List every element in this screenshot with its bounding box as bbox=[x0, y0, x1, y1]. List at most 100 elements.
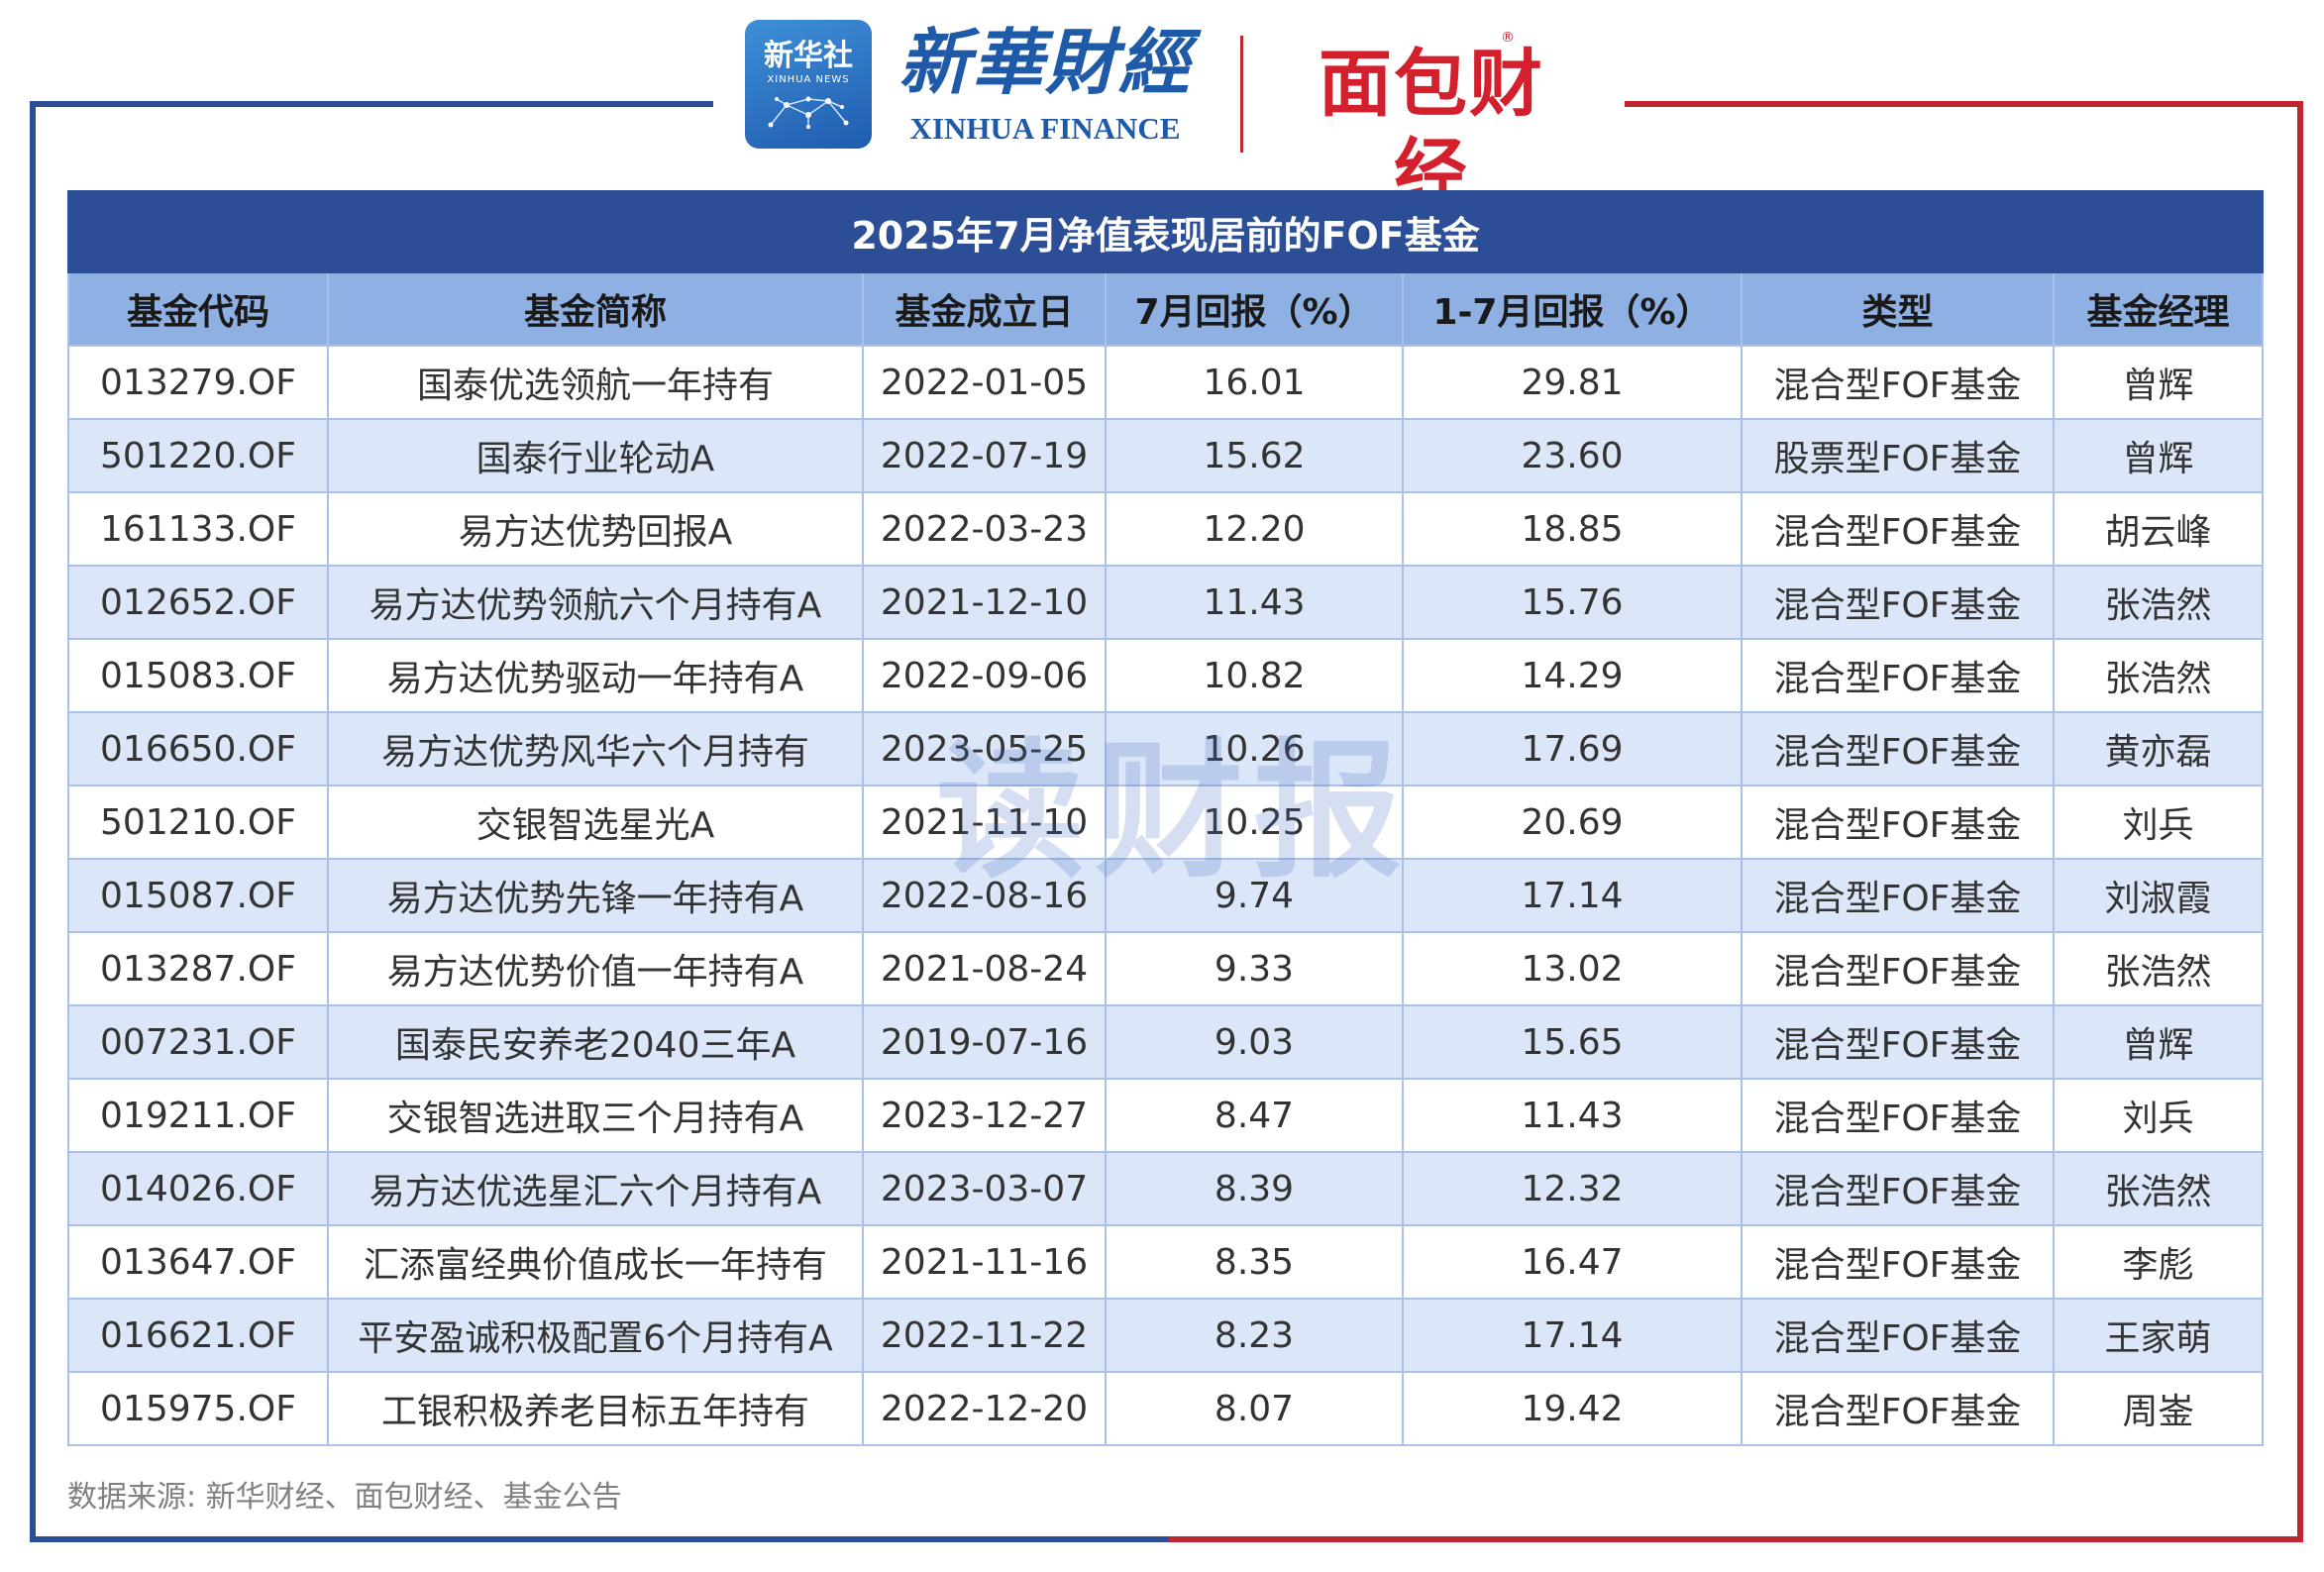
table-row: 016621.OF 平安盈诚积极配置6个月持有A 2022-11-22 8.23 17.… bbox=[67, 1298, 2265, 1373]
table-cell: 混合型FOF基金 bbox=[1741, 1298, 2055, 1373]
table-cell: 8.35 bbox=[1105, 1224, 1404, 1300]
table-row: 019211.OF 交银智选进取三个月持有A 2023-12-27 8.47 11.43… bbox=[67, 1078, 2265, 1153]
fund-table: 2025年7月净值表现居前的FOF基金 基金代码 基金简称 基金成立日 7月回报… bbox=[66, 190, 2265, 1446]
table-cell: 17.14 bbox=[1402, 1298, 1743, 1373]
table-row: 015087.OF 易方达优势先锋一年持有A 2022-08-16 9.74 17.14… bbox=[67, 858, 2265, 933]
table-cell: 混合型FOF基金 bbox=[1741, 931, 2055, 1006]
table-cell: 混合型FOF基金 bbox=[1741, 1151, 2055, 1226]
table-cell: 易方达优势风华六个月持有 bbox=[327, 711, 864, 786]
table-cell: 016650.OF bbox=[67, 711, 329, 786]
table-row: 016650.OF 易方达优势风华六个月持有 2023-05-25 10.26 17.6… bbox=[67, 711, 2265, 786]
table-row: 013287.OF 易方达优势价值一年持有A 2021-08-24 9.33 13.02… bbox=[67, 931, 2265, 1006]
table-cell: 20.69 bbox=[1402, 785, 1743, 860]
table-cell: 29.81 bbox=[1402, 345, 1743, 420]
table-cell: 张浩然 bbox=[2052, 638, 2265, 713]
table-cell: 8.23 bbox=[1105, 1298, 1404, 1373]
table-cell: 2023-03-07 bbox=[862, 1151, 1107, 1226]
table-cell: 易方达优势驱动一年持有A bbox=[327, 638, 864, 713]
table-cell: 混合型FOF基金 bbox=[1741, 711, 2055, 786]
table-cell: 平安盈诚积极配置6个月持有A bbox=[327, 1298, 864, 1373]
table-cell: 9.33 bbox=[1105, 931, 1404, 1006]
table-row: 161133.OF 易方达优势回报A 2022-03-23 12.20 18.85 混合型… bbox=[67, 491, 2265, 567]
table-cell: 曾辉 bbox=[2052, 345, 2265, 420]
table-cell: 015975.OF bbox=[67, 1371, 329, 1446]
table-cell: 国泰行业轮动A bbox=[327, 418, 864, 493]
table-cell: 张浩然 bbox=[2052, 565, 2265, 640]
table-cell: 015083.OF bbox=[67, 638, 329, 713]
table-row: 501210.OF 交银智选星光A 2021-11-10 10.25 20.69 混合型F… bbox=[67, 785, 2265, 860]
table-cell: 周崟 bbox=[2052, 1371, 2265, 1446]
table-cell: 016621.OF bbox=[67, 1298, 329, 1373]
table-cell: 易方达优势价值一年持有A bbox=[327, 931, 864, 1006]
table-cell: 2022-07-19 bbox=[862, 418, 1107, 493]
registered-mark: ® bbox=[1501, 30, 1515, 46]
table-cell: 2022-09-06 bbox=[862, 638, 1107, 713]
table-cell: 18.85 bbox=[1402, 491, 1743, 567]
table-cell: 股票型FOF基金 bbox=[1741, 418, 2055, 493]
table-cell: 13.02 bbox=[1402, 931, 1743, 1006]
table-cell: 胡云峰 bbox=[2052, 491, 2265, 567]
table-cell: 014026.OF bbox=[67, 1151, 329, 1226]
table-cell: 2021-11-10 bbox=[862, 785, 1107, 860]
table-cell: 王家萌 bbox=[2052, 1298, 2265, 1373]
table-cell: 国泰优选领航一年持有 bbox=[327, 345, 864, 420]
table-cell: 17.14 bbox=[1402, 858, 1743, 933]
table-cell: 汇添富经典价值成长一年持有 bbox=[327, 1224, 864, 1300]
table-cell: 2022-03-23 bbox=[862, 491, 1107, 567]
table-cell: 501210.OF bbox=[67, 785, 329, 860]
table-cell: 张浩然 bbox=[2052, 931, 2265, 1006]
table-cell: 交银智选星光A bbox=[327, 785, 864, 860]
table-cell: 2021-12-10 bbox=[862, 565, 1107, 640]
column-header: 基金成立日 bbox=[862, 271, 1107, 347]
table-row: 015975.OF 工银积极养老目标五年持有 2022-12-20 8.07 19.42… bbox=[67, 1371, 2265, 1446]
mianbao-finance-logo: 面包财经 bbox=[1319, 42, 1544, 216]
table-cell: 2021-08-24 bbox=[862, 931, 1107, 1006]
table-cell: 2021-11-16 bbox=[862, 1224, 1107, 1300]
table-cell: 2022-08-16 bbox=[862, 858, 1107, 933]
table-cell: 9.74 bbox=[1105, 858, 1404, 933]
table-cell: 易方达优选星汇六个月持有A bbox=[327, 1151, 864, 1226]
table-row: 007231.OF 国泰民安养老2040三年A 2019-07-16 9.03 15.6… bbox=[67, 1004, 2265, 1080]
table-cell: 23.60 bbox=[1402, 418, 1743, 493]
table-cell: 15.76 bbox=[1402, 565, 1743, 640]
table-row: 013279.OF 国泰优选领航一年持有 2022-01-05 16.01 29.81 混… bbox=[67, 345, 2265, 420]
table-cell: 14.29 bbox=[1402, 638, 1743, 713]
table-cell: 013287.OF bbox=[67, 931, 329, 1006]
table-cell: 2022-01-05 bbox=[862, 345, 1107, 420]
table-cell: 501220.OF bbox=[67, 418, 329, 493]
table-cell: 易方达优势领航六个月持有A bbox=[327, 565, 864, 640]
table-cell: 混合型FOF基金 bbox=[1741, 345, 2055, 420]
table-cell: 8.07 bbox=[1105, 1371, 1404, 1446]
xinhua-finance-logo-cn: 新華財經 bbox=[898, 20, 1192, 104]
table-cell: 11.43 bbox=[1105, 565, 1404, 640]
table-cell: 易方达优势先锋一年持有A bbox=[327, 858, 864, 933]
xinhua-logo-cn: 新华社 bbox=[764, 39, 853, 73]
network-icon bbox=[767, 95, 850, 129]
table-cell: 混合型FOF基金 bbox=[1741, 1078, 2055, 1153]
frame-bottom-left bbox=[30, 1536, 1169, 1542]
table-cell: 黄亦磊 bbox=[2052, 711, 2265, 786]
xinhua-logo-en: XINHUA NEWS bbox=[767, 74, 850, 85]
table-cell: 2022-11-22 bbox=[862, 1298, 1107, 1373]
table-cell: 张浩然 bbox=[2052, 1151, 2265, 1226]
table-cell: 012652.OF bbox=[67, 565, 329, 640]
table-cell: 工银积极养老目标五年持有 bbox=[327, 1371, 864, 1446]
column-header: 基金经理 bbox=[2052, 271, 2265, 347]
table-row: 501220.OF 国泰行业轮动A 2022-07-19 15.62 23.60 股票型F… bbox=[67, 418, 2265, 493]
table-cell: 10.82 bbox=[1105, 638, 1404, 713]
table-cell: 混合型FOF基金 bbox=[1741, 1371, 2055, 1446]
table-cell: 19.42 bbox=[1402, 1371, 1743, 1446]
table-row: 013647.OF 汇添富经典价值成长一年持有 2021-11-16 8.35 16.4… bbox=[67, 1224, 2265, 1300]
data-source-note: 数据来源: 新华财经、面包财经、基金公告 bbox=[67, 1480, 622, 1515]
table-cell: 007231.OF bbox=[67, 1004, 329, 1080]
column-header: 基金代码 bbox=[67, 271, 329, 347]
table-cell: 混合型FOF基金 bbox=[1741, 785, 2055, 860]
table-cell: 12.32 bbox=[1402, 1151, 1743, 1226]
table-cell: 17.69 bbox=[1402, 711, 1743, 786]
table-cell: 11.43 bbox=[1402, 1078, 1743, 1153]
table-cell: 8.39 bbox=[1105, 1151, 1404, 1226]
table-cell: 交银智选进取三个月持有A bbox=[327, 1078, 864, 1153]
table-cell: 2023-05-25 bbox=[862, 711, 1107, 786]
column-header: 7月回报（%） bbox=[1105, 271, 1404, 347]
table-cell: 161133.OF bbox=[67, 491, 329, 567]
